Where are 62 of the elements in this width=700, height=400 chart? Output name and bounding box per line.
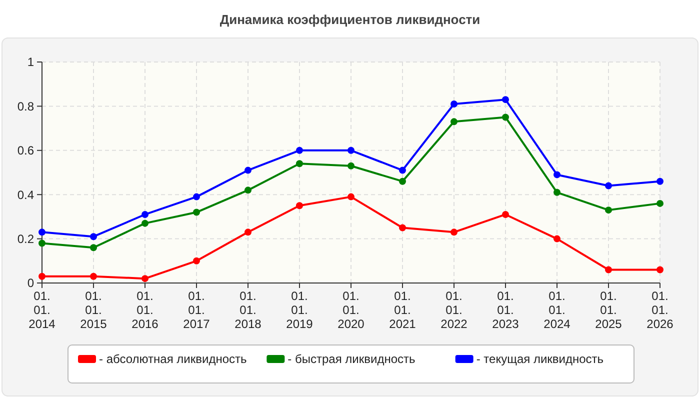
point	[296, 160, 303, 168]
point	[90, 272, 97, 280]
x-tick-label: 01. 01. 2025	[595, 289, 622, 331]
y-tick-label: 0.8	[17, 99, 34, 114]
y-tick-label: 0.2	[17, 232, 34, 246]
legend-label: - текущая ликвидность	[476, 352, 604, 366]
point	[142, 275, 148, 282]
point	[656, 200, 664, 207]
point	[193, 257, 200, 264]
point	[554, 235, 560, 242]
point	[90, 233, 97, 240]
y-tick-label: 0.4	[17, 188, 34, 202]
point	[244, 166, 252, 174]
point	[244, 228, 252, 236]
x-tick-label: 01. 01. 2024	[544, 289, 571, 331]
point	[450, 100, 458, 108]
point	[450, 228, 458, 236]
point	[450, 118, 458, 126]
point	[554, 188, 560, 196]
point	[193, 208, 200, 216]
point	[656, 266, 664, 274]
point	[193, 193, 200, 200]
x-tick-label: 01. 01. 2023	[492, 289, 520, 331]
legend-label: - быстрая ликвидность	[288, 352, 416, 366]
y-tick-label: 0.6	[17, 144, 34, 158]
x-tick-label: 01. 01. 2014	[28, 289, 56, 331]
point	[142, 210, 148, 218]
point	[399, 224, 406, 232]
chart-title: Динамика коэффициентов ликвидности	[220, 12, 480, 27]
x-tick-label: 01. 01. 2026	[646, 289, 674, 331]
point	[605, 182, 612, 190]
point	[605, 206, 612, 214]
point	[38, 228, 46, 236]
point	[502, 210, 509, 218]
x-tick-label: 01. 01. 2018	[234, 289, 262, 331]
x-tick-label: 01. 01. 2019	[286, 289, 314, 331]
point	[348, 162, 354, 170]
point	[38, 272, 46, 280]
point	[348, 146, 354, 154]
point	[38, 240, 46, 247]
y-tick-label: 1	[27, 55, 34, 70]
point	[502, 96, 509, 104]
x-tick-label: 01. 01. 2017	[183, 289, 210, 331]
x-tick-label: 01. 01. 2022	[440, 289, 468, 331]
x-tick-label: 01. 01. 2020	[338, 289, 365, 331]
point	[502, 114, 509, 121]
point	[605, 266, 612, 274]
point	[90, 244, 97, 252]
point	[296, 202, 303, 210]
point	[656, 178, 664, 185]
point	[348, 193, 354, 200]
point	[244, 186, 252, 194]
y-tick-label: 0	[27, 276, 34, 290]
x-tick-label: 01. 01. 2016	[132, 289, 159, 331]
point	[399, 166, 406, 174]
point	[399, 178, 406, 185]
x-tick-label: 01. 01. 2021	[389, 289, 416, 331]
point	[142, 220, 148, 227]
legend-label: - абсолютная ликвидность	[99, 352, 247, 366]
x-tick-label: 01. 01. 2015	[80, 289, 108, 331]
point	[296, 146, 303, 154]
point	[554, 171, 560, 178]
